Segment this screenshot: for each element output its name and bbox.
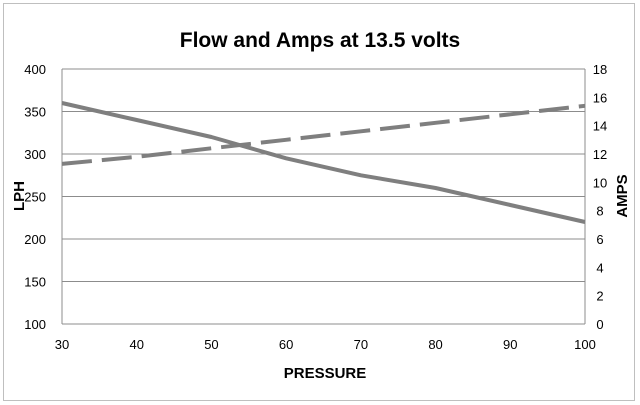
y2-tick-label: 16 xyxy=(593,90,607,105)
right-axis-ticks: 0 2 4 6 8 10 12 14 16 18 xyxy=(593,62,607,332)
left-axis-ticks: 100 150 200 250 300 350 400 xyxy=(24,62,46,332)
y2-tick-label: 10 xyxy=(593,175,607,190)
x-tick-label: 100 xyxy=(574,337,596,352)
y-axis-label: LPH xyxy=(11,181,28,211)
y-tick-label: 400 xyxy=(24,62,46,77)
y2-tick-label: 2 xyxy=(596,289,603,304)
y-tick-label: 100 xyxy=(24,317,46,332)
y-tick-label: 350 xyxy=(24,105,46,120)
chart-title: Flow and Amps at 13.5 volts xyxy=(180,29,460,52)
series-lines xyxy=(61,101,586,224)
y2-tick-label: 12 xyxy=(593,147,607,162)
x-tick-label: 80 xyxy=(428,337,442,352)
series-line-flow xyxy=(61,101,586,224)
x-tick-label: 30 xyxy=(55,337,69,352)
plot-frame xyxy=(61,69,586,324)
x-tick-label: 70 xyxy=(354,337,368,352)
y2-tick-label: 18 xyxy=(593,62,607,77)
x-tick-label: 50 xyxy=(204,337,218,352)
x-tick-label: 60 xyxy=(279,337,293,352)
y2-tick-label: 6 xyxy=(596,232,603,247)
x-tick-label: 40 xyxy=(129,337,143,352)
y2-axis-label: AMPS xyxy=(614,174,631,217)
y-tick-label: 200 xyxy=(24,232,46,247)
y2-tick-label: 4 xyxy=(596,260,603,275)
x-axis-label: PRESSURE xyxy=(284,365,367,382)
y-tick-label: 300 xyxy=(24,147,46,162)
y2-tick-label: 14 xyxy=(593,119,607,134)
series-line-amps xyxy=(61,103,586,166)
y-tick-label: 150 xyxy=(24,275,46,290)
x-axis-ticks: 30 40 50 60 70 80 90 100 xyxy=(55,337,596,352)
y2-tick-label: 8 xyxy=(596,204,603,219)
gridlines xyxy=(62,68,585,325)
y-tick-label: 250 xyxy=(24,190,46,205)
x-tick-label: 90 xyxy=(503,337,517,352)
y2-tick-label: 0 xyxy=(596,317,603,332)
